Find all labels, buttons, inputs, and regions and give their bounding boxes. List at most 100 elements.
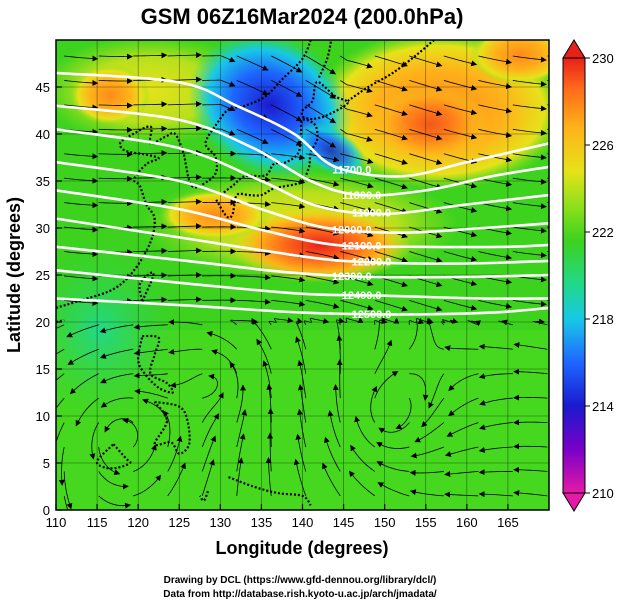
streamline-arrow <box>374 317 400 325</box>
streamline-arrow <box>374 251 408 263</box>
streamline-arrow <box>305 55 337 75</box>
streamline-arrow <box>443 251 478 262</box>
contour-line <box>56 189 549 249</box>
streamline-arrow <box>167 198 203 205</box>
y-tick-label: 30 <box>36 221 50 236</box>
streamline-arrow <box>305 177 340 187</box>
streamline-arrow <box>512 226 547 234</box>
streamline-arrow <box>133 372 168 379</box>
streamline-arrow <box>265 456 272 496</box>
streamline-arrow <box>295 433 307 472</box>
streamline-arrow <box>64 275 99 282</box>
streamline-arrow <box>409 489 444 497</box>
streamline-arrow <box>100 373 134 384</box>
streamline-arrow <box>56 422 65 444</box>
warm-region-north-east-core <box>370 85 490 165</box>
streamline-arrow <box>340 80 373 94</box>
streamline-arrow <box>133 296 168 303</box>
streamline-arrow <box>236 457 244 496</box>
x-tick-label: 160 <box>456 515 478 530</box>
streamline-arrow <box>133 323 168 330</box>
streamline-arrow <box>167 174 203 181</box>
streamline-arrow <box>374 177 408 190</box>
streamline-arrow <box>202 55 236 63</box>
y-tick-label: 20 <box>36 315 50 330</box>
streamline-arrow <box>478 299 513 310</box>
streamline-arrow <box>513 443 548 450</box>
streamline-arrow <box>513 368 548 375</box>
streamline-arrow <box>98 495 132 509</box>
streamline-arrow <box>122 417 139 448</box>
y-tick-label: 35 <box>36 174 50 189</box>
streamline-arrow <box>340 177 374 189</box>
streamline-arrow <box>201 435 216 472</box>
y-tick-label: 25 <box>36 268 50 283</box>
streamline-arrow <box>236 249 271 256</box>
streamline-arrow <box>478 373 513 380</box>
streamline-arrow <box>271 128 303 146</box>
warm-region-east <box>470 40 549 85</box>
coastline <box>228 476 312 507</box>
streamline-arrow <box>162 410 171 448</box>
streamline-arrow <box>336 359 343 399</box>
streamline-arrow <box>56 348 65 355</box>
streamline-arrow <box>340 202 374 213</box>
streamline-arrow <box>479 422 513 431</box>
streamline-arrow <box>409 469 444 476</box>
height-contours: 11700.0 11800.0 11900.0 12000.0 12100.0 12200… <box>56 71 549 321</box>
streamline-arrow <box>271 55 303 73</box>
streamline-arrow <box>133 348 168 356</box>
streamline-arrow <box>98 151 133 158</box>
contour-line <box>56 160 549 235</box>
streamline-arrow <box>340 251 374 262</box>
streamline-arrow <box>409 177 443 190</box>
streamline-arrow <box>236 298 271 305</box>
streamline-arrow <box>303 317 330 325</box>
streamline-arrow <box>478 104 513 114</box>
streamline-arrow <box>133 474 162 497</box>
streamline-arrow <box>512 80 547 87</box>
streamline-arrow <box>478 128 513 138</box>
streamline-arrow <box>98 446 121 476</box>
contour-label: 12000.0 <box>332 225 372 237</box>
streamline-arrow <box>58 446 65 486</box>
streamline-arrow <box>64 104 99 111</box>
colorbar-tick-label: 214 <box>592 399 614 414</box>
streamline-arrow <box>99 324 134 334</box>
streamline-arrow <box>64 251 99 258</box>
streamline-arrow <box>98 175 133 182</box>
streamline-arrow <box>104 418 134 433</box>
streamline-arrow <box>443 202 478 213</box>
coastlines <box>56 40 435 507</box>
streamline-arrow <box>350 444 376 472</box>
streamline-arrow <box>230 317 258 326</box>
streamline-arrow <box>98 200 133 207</box>
streamline-arrow <box>444 446 479 457</box>
streamline-arrow <box>167 125 203 132</box>
streamline-arrow <box>512 153 547 161</box>
streamline-arrow <box>133 272 168 279</box>
contour-line <box>56 217 549 266</box>
streamline-arrow <box>512 202 547 210</box>
y-tick-label: 40 <box>36 127 50 142</box>
x-tick-label: 135 <box>251 515 273 530</box>
cold-region-tail <box>293 122 367 178</box>
streamline-arrow <box>478 153 513 163</box>
contour-label: 12400.0 <box>342 290 382 302</box>
streamline-arrow <box>295 336 307 374</box>
streamline-arrow <box>443 128 478 140</box>
colorbar-tick-label: 210 <box>592 486 614 501</box>
y-axis-ticks: 0 5 10 15 20 25 30 35 40 45 <box>36 80 62 518</box>
streamline-arrow <box>513 489 548 497</box>
streamline-arrow <box>340 153 374 164</box>
streamline-arrow <box>305 80 337 99</box>
streamline-arrow <box>167 247 203 254</box>
streamline-arrow <box>271 104 303 122</box>
streamline-arrow <box>206 331 238 350</box>
streamline-arrow <box>201 392 224 423</box>
contour-label: 12500.0 <box>352 309 392 321</box>
streamline-arrow <box>374 370 399 399</box>
streamline-arrow <box>467 320 482 326</box>
streamline-arrow <box>305 128 337 148</box>
